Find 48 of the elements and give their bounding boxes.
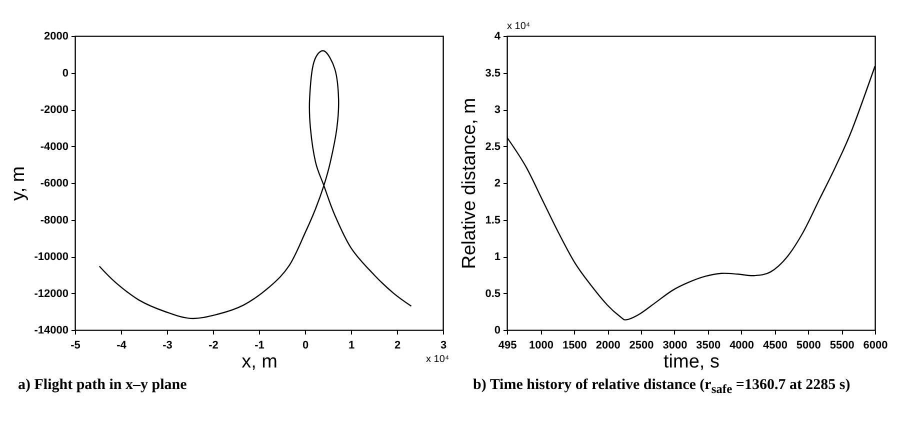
y-tick-label: 0.5	[485, 288, 500, 300]
x-axis-title: time, s	[664, 352, 720, 372]
x-tick-label: 2500	[629, 340, 654, 352]
line-series	[98, 50, 412, 320]
y-tick-label: -4000	[40, 140, 68, 153]
text: a) Flight path in x–y plane	[18, 376, 188, 395]
x-tick-label: 2	[394, 340, 401, 352]
y-tick-label: 2.5	[485, 140, 500, 153]
y-axis-title: y, m	[8, 166, 30, 201]
y-tick-label: 0	[62, 67, 68, 80]
x-tick-label: 1	[348, 340, 355, 352]
y-tick-label: 2	[494, 178, 500, 190]
x-tick-label: -4	[116, 340, 128, 352]
y-tick-label: 1	[494, 251, 500, 263]
y-tick-label: -8000	[40, 214, 68, 226]
y-tick-label: -2000	[40, 104, 68, 116]
x-tick-label: 495	[498, 340, 517, 352]
text: x 10⁴	[507, 21, 530, 33]
y-tick-label: 0	[494, 324, 500, 336]
x-tick-label: 6000	[863, 340, 888, 352]
y-tick-label: 1.5	[485, 214, 500, 226]
y-tick-label: -6000	[40, 178, 68, 190]
x-tick-label: -5	[70, 340, 80, 352]
x-axis-title: x, m	[242, 352, 278, 372]
y-tick-label: -12000	[34, 288, 68, 300]
x-tick-label: -2	[208, 340, 218, 352]
x-tick-label: -1	[254, 340, 264, 352]
x-tick-label: 3	[440, 340, 447, 352]
y-tick-label: -10000	[34, 251, 68, 263]
y-tick-label: 2000	[44, 30, 68, 42]
y-tick-label: 3	[494, 104, 500, 116]
x-tick-label: 0	[302, 340, 309, 352]
x-tick-label: 1500	[562, 340, 587, 352]
y-tick-label: 4	[494, 30, 502, 42]
x-tick-label: 3000	[662, 340, 688, 352]
x-tick-label: 3500	[696, 340, 721, 352]
x-tick-label: 5500	[830, 340, 854, 352]
y-axis-title: Relative distance, m	[459, 98, 480, 270]
x-tick-label: 4000	[730, 340, 754, 352]
x-tick-label: 4500	[762, 340, 788, 352]
x-tick-label: 5000	[796, 340, 821, 352]
text: b) Time history of relative distance (r$_{safe}$ =1360.7 at 2285 s)	[473, 376, 852, 398]
y-tick-label: 3.5	[485, 67, 500, 80]
y-tick-label: -14000	[34, 324, 68, 336]
x-tick-label: 2000	[596, 340, 620, 352]
x-tick-label: 1000	[529, 340, 554, 352]
text: x 10⁴	[426, 354, 450, 366]
x-tick-label: -3	[162, 340, 172, 352]
